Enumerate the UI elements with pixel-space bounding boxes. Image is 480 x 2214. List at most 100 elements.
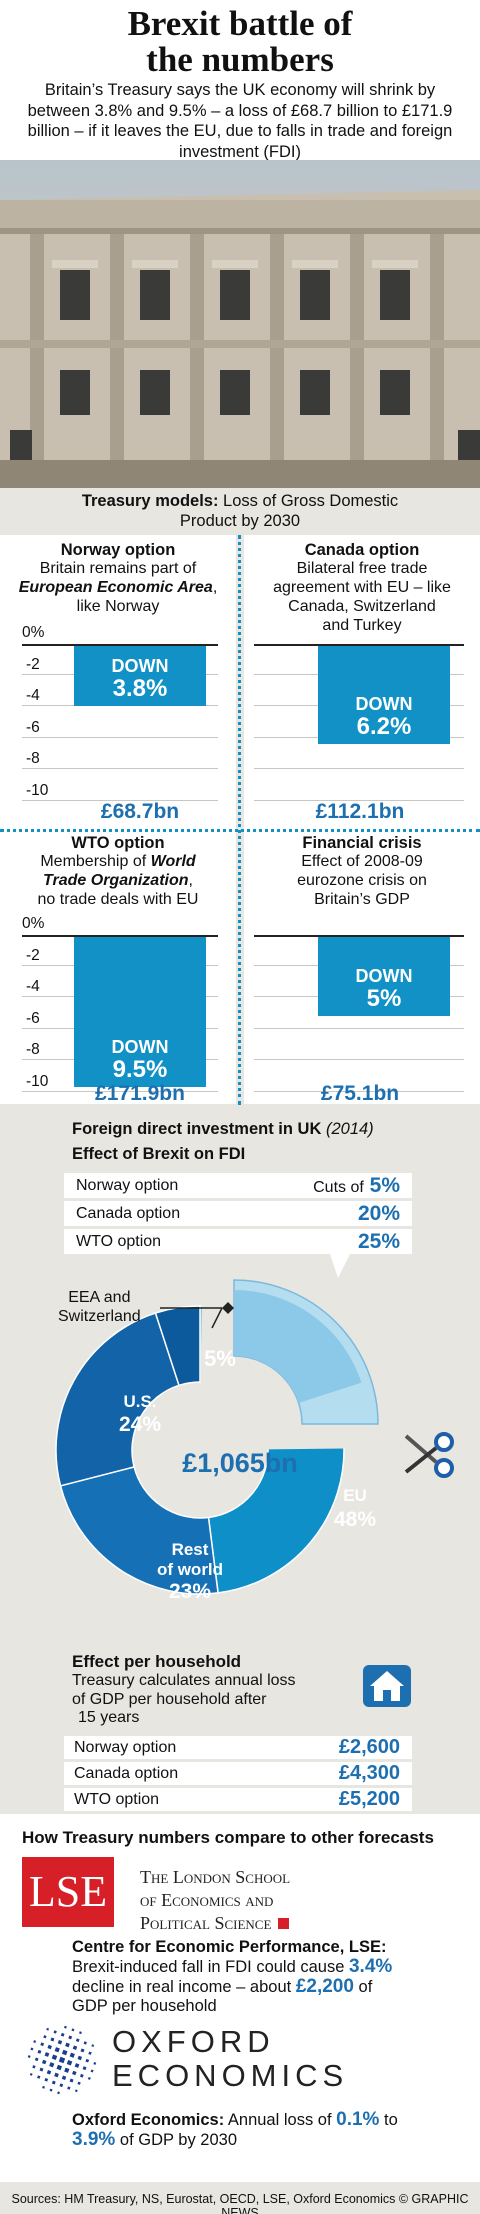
fdi-row: Norway option Cuts of 5% xyxy=(64,1173,412,1198)
gridline xyxy=(22,736,218,738)
zero-line xyxy=(22,644,218,646)
globe-dot xyxy=(57,2091,61,2095)
globe-dot xyxy=(77,2055,83,2061)
globe-dot xyxy=(69,2052,75,2058)
bar-down-label: DOWN 6.2% xyxy=(318,694,450,740)
globe-dot xyxy=(79,2031,82,2035)
globe-dot xyxy=(67,2086,71,2090)
fdi-donut-chart xyxy=(55,1279,379,1595)
axis-tick-label: -4 xyxy=(26,978,40,996)
down-text: DOWN xyxy=(355,966,413,986)
globe-dot xyxy=(40,2042,45,2047)
globe-dot xyxy=(64,2067,70,2073)
sources-bar xyxy=(0,2182,480,2214)
globe-dot xyxy=(46,2070,52,2075)
globe-dot xyxy=(83,2041,87,2045)
globe-dot xyxy=(80,2048,85,2053)
household-row: Canada option £4,300 xyxy=(64,1762,412,1785)
scissors-icon xyxy=(404,1432,454,1478)
globe-dot xyxy=(56,2064,63,2071)
axis-tick-label: -2 xyxy=(26,946,40,964)
globe-dot xyxy=(49,2088,53,2092)
models-heading: Treasury models: Loss of Gross Domestic … xyxy=(81,492,399,530)
wto-desc: Membership of World Trade Organization, … xyxy=(37,853,199,908)
gridline xyxy=(22,800,218,801)
lse-logo: LSE xyxy=(22,1857,114,1927)
fdi-row: Canada option 20% xyxy=(64,1201,412,1226)
fdi-callout-pointer xyxy=(330,1254,350,1278)
house-icon xyxy=(363,1665,411,1707)
down-pct: 5% xyxy=(366,985,402,1012)
eea-callout-line xyxy=(160,1302,234,1329)
globe-dot xyxy=(63,2025,67,2029)
globe-dot xyxy=(61,2075,67,2081)
globe-dot xyxy=(88,2051,92,2055)
slice-us xyxy=(55,1312,180,1487)
globe-dot xyxy=(58,2056,66,2064)
globe-dot xyxy=(32,2065,36,2069)
canada-desc: Bilateral free trade agreement with EU –… xyxy=(273,560,451,634)
globe-dot xyxy=(90,2069,94,2073)
canada-title: Canada option xyxy=(304,541,420,559)
bar-norway: DOWN 3.8% xyxy=(74,646,206,707)
slice-eu-label: EU 48% xyxy=(333,1486,377,1531)
page-title: Brexit battle of the numbers xyxy=(127,4,353,79)
globe-dot xyxy=(44,2052,50,2057)
globe-dot xyxy=(82,2066,87,2071)
down-pct: 9.5% xyxy=(112,1056,168,1084)
globe-dot xyxy=(66,2059,73,2066)
gridline xyxy=(254,1027,464,1029)
norway-desc: Britain remains part of European Economi… xyxy=(18,560,218,615)
globe-dot xyxy=(37,2075,41,2079)
bar-down-label: DOWN 5% xyxy=(318,966,450,1012)
globe-dot xyxy=(60,2032,65,2037)
bar-down-label: DOWN 9.5% xyxy=(74,1037,206,1083)
eea-callout-label: EEA and Switzerland xyxy=(58,1289,141,1325)
globe-dot xyxy=(87,2077,91,2080)
down-text: DOWN xyxy=(111,656,169,677)
globe-dot xyxy=(42,2085,45,2089)
slice-rest-label: Rest of world 23% xyxy=(156,1540,224,1603)
household-row: Norway option £2,600 xyxy=(64,1736,412,1759)
globe-dot xyxy=(30,2047,34,2051)
crisis-value: £75.1bn xyxy=(320,1082,400,1105)
wto-value: £171.9bn xyxy=(95,1082,185,1105)
cut-wedge-inner xyxy=(234,1290,362,1403)
bar-down-label: DOWN 3.8% xyxy=(74,656,206,702)
sources-text: Sources: HM Treasury, NS, Eurostat, OECD… xyxy=(11,2192,469,2214)
donut-total: £1,065bn xyxy=(182,1448,298,1478)
globe-dot xyxy=(74,2089,78,2093)
zero-line xyxy=(254,644,464,646)
bar-crisis: DOWN 5% xyxy=(318,937,450,1016)
gridline xyxy=(254,1059,464,1061)
wto-title: WTO option xyxy=(71,834,165,852)
slice-us-label: U.S. 24% xyxy=(118,1392,162,1436)
globe-dot xyxy=(69,2078,74,2083)
globe-dot xyxy=(33,2040,37,2043)
axis-tick-label: 0% xyxy=(22,624,45,641)
axis-tick-label: 0% xyxy=(22,915,45,932)
down-pct: 6.2% xyxy=(356,712,412,740)
globe-dot xyxy=(79,2073,84,2078)
globe-dot xyxy=(93,2061,97,2065)
compare-heading: How Treasury numbers compare to other fo… xyxy=(22,1828,434,1847)
oxford-globe-icon xyxy=(27,2025,97,2095)
zero-line xyxy=(22,935,218,937)
crisis-desc: Effect of 2008-09 eurozone crisis on Bri… xyxy=(297,853,427,908)
lse-red-square xyxy=(277,1918,289,1929)
bar-wto: DOWN 9.5% xyxy=(74,937,206,1088)
bar-canada: DOWN 6.2% xyxy=(318,646,450,744)
down-text: DOWN xyxy=(111,1037,169,1058)
globe-dot xyxy=(75,2038,80,2043)
oxford-name: OXFORD ECONOMICS xyxy=(112,2024,349,2093)
fdi-cut-wedge xyxy=(233,1279,379,1425)
globe-dot xyxy=(41,2059,47,2065)
axis-tick-label: -8 xyxy=(26,1041,40,1059)
norway-title: Norway option xyxy=(60,541,176,559)
globe-dot xyxy=(34,2057,39,2062)
globe-dot xyxy=(59,2083,64,2088)
globe-dot xyxy=(72,2070,77,2076)
oxford-text: Oxford Economics: Annual loss of 0.1% to… xyxy=(72,2109,398,2150)
globe-dot xyxy=(65,2042,70,2048)
globe-dot xyxy=(50,2037,55,2042)
